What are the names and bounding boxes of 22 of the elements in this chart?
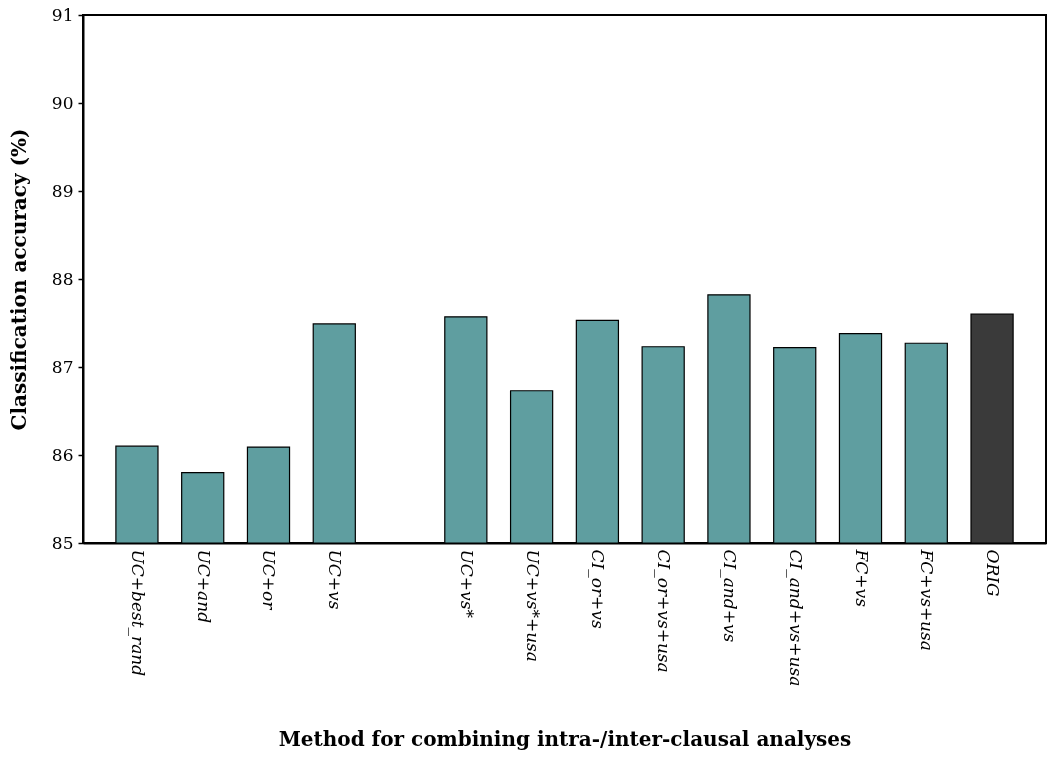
y-tick-label: 90 <box>51 92 74 113</box>
x-tick-label: CI_or+vs+usa <box>654 549 675 673</box>
x-tick-label: UC+or <box>259 549 280 611</box>
x-tick-label: UC+and <box>193 549 214 624</box>
x-tick-label: UC+vs <box>325 549 346 610</box>
x-tick-label: CI_and+vs+usa <box>785 549 806 687</box>
y-tick-label: 87 <box>51 356 74 377</box>
x-tick-label: UC+vs* <box>456 549 477 619</box>
x-axis-title: Method for combining intra-/inter-clausal analyses <box>278 727 852 752</box>
y-tick-label: 91 <box>51 4 74 25</box>
y-tick-label: 85 <box>51 532 74 553</box>
x-tick-label: CI_or+vs <box>588 549 609 629</box>
x-tick-label: UC+best_rand <box>127 549 148 677</box>
y-tick-label: 86 <box>51 444 74 465</box>
x-tick-label: FC+vs+usa <box>917 548 938 651</box>
y-tick-label: 88 <box>51 268 74 289</box>
y-axis-title: Classification accuracy (%) <box>6 128 31 431</box>
x-tick-label: UC+vs*+usa <box>522 549 543 662</box>
x-tick-label: FC+vs <box>851 548 872 608</box>
x-tick-label: CI_and+vs <box>719 549 740 643</box>
x-tick-label: ORIG <box>983 549 1004 597</box>
y-tick-label: 89 <box>51 180 74 201</box>
